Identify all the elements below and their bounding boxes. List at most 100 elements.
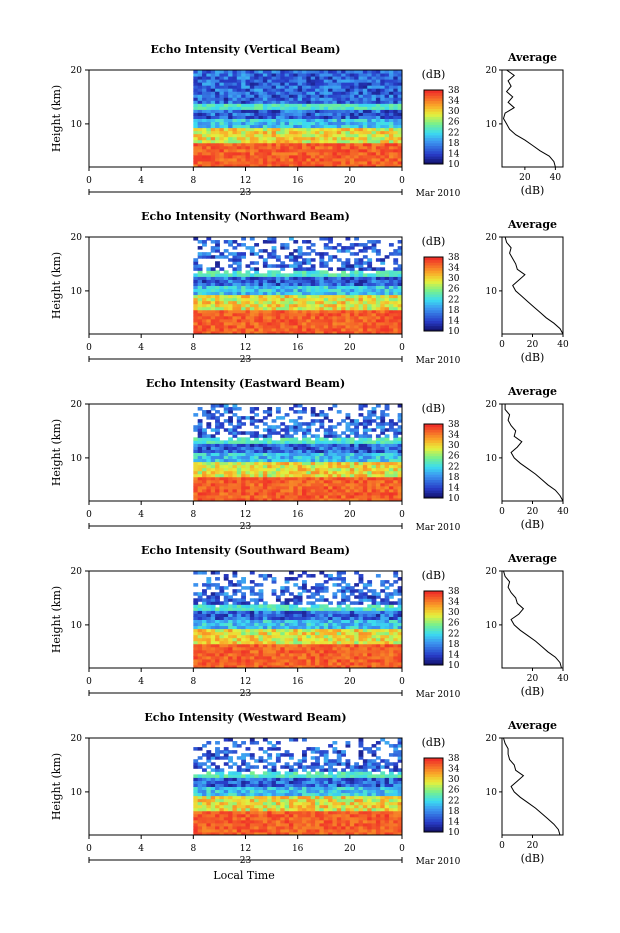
heatmap-cell — [280, 319, 285, 323]
heatmap-cell — [315, 125, 320, 129]
x-tick-label: 0 — [86, 176, 92, 186]
heatmap-cell — [250, 125, 255, 129]
heatmap-cell — [393, 295, 398, 299]
heatmap-cell — [285, 456, 290, 460]
heatmap-cell — [250, 249, 255, 253]
heatmap-cell — [246, 638, 251, 642]
heatmap-cell — [272, 152, 277, 156]
heatmap-cell — [359, 249, 364, 253]
heatmap-cell — [350, 632, 355, 636]
heatmap-cell — [285, 82, 290, 86]
heatmap-cell — [332, 486, 337, 490]
average-x-tick-label: 0 — [499, 507, 505, 517]
heatmap-cell — [224, 319, 229, 323]
heatmap-cell — [324, 483, 329, 487]
heatmap-cell — [276, 456, 281, 460]
heatmap-cell — [289, 453, 294, 457]
heatmap-cell — [202, 659, 207, 663]
heatmap-cell — [259, 471, 264, 475]
heatmap-cell — [385, 632, 390, 636]
heatmap-cell — [341, 328, 346, 332]
heatmap-cell — [315, 434, 320, 438]
heatmap-cell — [332, 644, 337, 648]
heatmap-cell — [293, 443, 298, 447]
heatmap-cell — [280, 440, 285, 444]
heatmap-cell — [350, 270, 355, 274]
heatmap-cell — [324, 137, 329, 141]
heatmap-cell — [319, 453, 324, 457]
heatmap-cell — [263, 155, 268, 159]
heatmap-cell — [276, 301, 281, 305]
heatmap-cell — [315, 474, 320, 478]
heatmap-cell — [272, 91, 277, 95]
x-tick-label: 20 — [344, 176, 356, 186]
heatmap-cell — [319, 319, 324, 323]
heatmap-cell — [385, 307, 390, 311]
heatmap-cell — [241, 243, 246, 247]
heatmap-cell — [198, 492, 203, 496]
heatmap-cell — [328, 632, 333, 636]
heatmap-cell — [345, 304, 350, 308]
heatmap-cell — [237, 322, 242, 326]
heatmap-cell — [372, 279, 377, 283]
heatmap-cell — [359, 483, 364, 487]
heatmap-cell — [393, 456, 398, 460]
heatmap-cell — [324, 243, 329, 247]
heatmap-cell — [280, 446, 285, 450]
heatmap-cell — [319, 449, 324, 453]
heatmap-cell — [389, 623, 394, 627]
heatmap-cell — [289, 237, 294, 241]
heatmap-cell — [298, 653, 303, 657]
heatmap-cell — [372, 653, 377, 657]
heatmap-cell — [259, 465, 264, 469]
heatmap-cell — [272, 653, 277, 657]
heatmap-cell — [389, 656, 394, 660]
heatmap-cell — [254, 115, 259, 119]
heatmap-cell — [228, 446, 233, 450]
heatmap-cell — [276, 319, 281, 323]
heatmap-cell — [328, 434, 333, 438]
heatmap-cell — [215, 453, 220, 457]
heatmap-cell — [363, 440, 368, 444]
heatmap-cell — [367, 629, 372, 633]
heatmap-cell — [319, 97, 324, 101]
heatmap-cell — [319, 286, 324, 290]
heatmap-cell — [376, 304, 381, 308]
heatmap-cell — [354, 316, 359, 320]
heatmap-cell — [393, 267, 398, 271]
heatmap-cell — [389, 304, 394, 308]
heatmap-cell — [363, 70, 368, 74]
heatmap-cell — [246, 88, 251, 92]
heatmap-cell — [276, 119, 281, 123]
heatmap-cell — [306, 304, 311, 308]
heatmap-cell — [389, 76, 394, 80]
heatmap-cell — [263, 468, 268, 472]
heatmap-cell — [276, 292, 281, 296]
heatmap-cell — [272, 419, 277, 423]
heatmap-cell — [267, 446, 272, 450]
heatmap-cell — [241, 122, 246, 126]
heatmap-cell — [372, 477, 377, 481]
heatmap-cell — [341, 70, 346, 74]
heatmap-cell — [206, 480, 211, 484]
heatmap-cell — [354, 419, 359, 423]
heatmap-cell — [250, 70, 255, 74]
heatmap-cell — [298, 486, 303, 490]
heatmap-cell — [280, 279, 285, 283]
heatmap-cell — [254, 413, 259, 417]
heatmap-cell — [228, 313, 233, 317]
heatmap-cell — [232, 298, 237, 302]
heatmap-cell — [193, 480, 198, 484]
heatmap-cell — [246, 480, 251, 484]
heatmap-cell — [246, 456, 251, 460]
heatmap-cell — [276, 161, 281, 165]
heatmap-cell — [385, 413, 390, 417]
heatmap-cell — [324, 79, 329, 83]
heatmap-cell — [232, 255, 237, 259]
heatmap-cell — [202, 304, 207, 308]
heatmap-cell — [263, 632, 268, 636]
heatmap-cell — [263, 119, 268, 123]
heatmap-cell — [293, 112, 298, 116]
heatmap-cell — [298, 647, 303, 651]
heatmap-cell — [193, 140, 198, 144]
